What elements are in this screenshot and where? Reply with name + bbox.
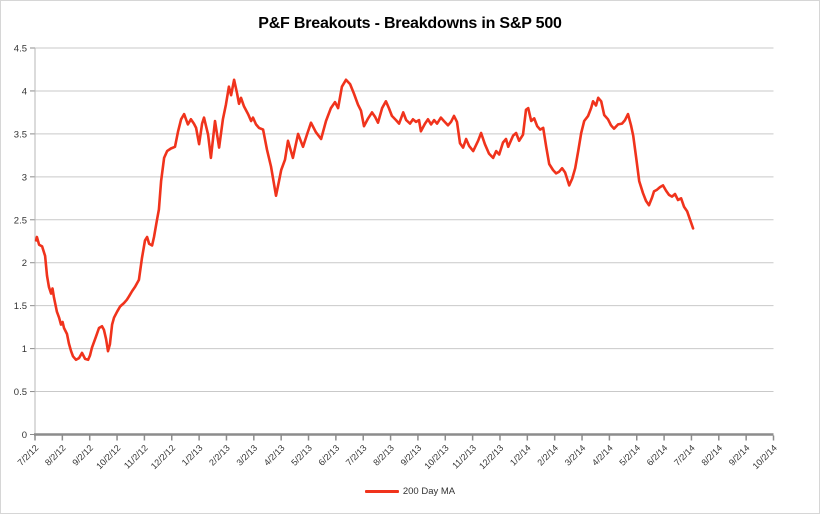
- x-tick-label: 9/2/13: [399, 443, 424, 468]
- y-tick-label: 3.5: [14, 129, 27, 140]
- y-tick-label: 1.5: [14, 301, 27, 312]
- x-tick-label: 3/2/14: [563, 443, 588, 468]
- y-tick-label: 3: [22, 172, 27, 183]
- x-tick-label: 6/2/13: [317, 443, 342, 468]
- y-tick-label: 4.5: [14, 44, 27, 55]
- chart-title: P&F Breakouts - Breakdowns in S&P 500: [258, 15, 562, 32]
- x-tick-label: 2/2/13: [207, 443, 232, 468]
- y-tick-label: 1: [22, 344, 27, 355]
- x-tick-label: 11/2/13: [450, 443, 478, 471]
- x-tick-label: 9/2/14: [727, 443, 752, 468]
- legend-line-swatch: [364, 490, 399, 493]
- x-tick-label: 7/2/12: [16, 443, 41, 468]
- x-tick-label: 5/2/13: [289, 443, 314, 468]
- x-tick-label: 12/2/13: [477, 443, 505, 471]
- x-tick-label: 10/2/13: [422, 443, 450, 471]
- x-tick-label: 7/2/13: [344, 443, 369, 468]
- x-tick-label: 3/2/13: [234, 443, 259, 468]
- x-tick-label: 4/2/14: [590, 443, 615, 468]
- y-tick-label: 0.5: [14, 387, 27, 398]
- x-tick-label: 11/2/12: [122, 443, 150, 471]
- x-tick-label: 8/2/14: [699, 443, 724, 468]
- x-tick-label: 10/2/12: [94, 443, 122, 471]
- x-tick-label: 10/2/14: [751, 443, 779, 471]
- x-tick-label: 7/2/14: [672, 443, 697, 468]
- y-tick-label: 0: [22, 430, 27, 441]
- series-line-200-day-ma: [34, 78, 695, 362]
- y-tick-label: 2.5: [14, 215, 27, 226]
- y-tick-label: 4: [22, 86, 27, 97]
- legend-series-label: 200 Day MA: [402, 486, 456, 497]
- x-tick-label: 9/2/12: [70, 443, 95, 468]
- x-tick-label: 2/2/14: [535, 443, 560, 468]
- x-tick-label: 12/2/12: [149, 443, 177, 471]
- x-tick-label: 8/2/13: [371, 443, 396, 468]
- x-tick-label: 8/2/12: [43, 443, 68, 468]
- x-tick-label: 1/2/14: [508, 443, 533, 468]
- y-tick-label: 2: [22, 258, 27, 269]
- x-tick-label: 4/2/13: [262, 443, 287, 468]
- x-tick-label: 5/2/14: [617, 443, 642, 468]
- x-tick-label: 1/2/13: [180, 443, 205, 468]
- legend: 200 Day MA: [1, 486, 819, 497]
- x-tick-label: 6/2/14: [645, 443, 670, 468]
